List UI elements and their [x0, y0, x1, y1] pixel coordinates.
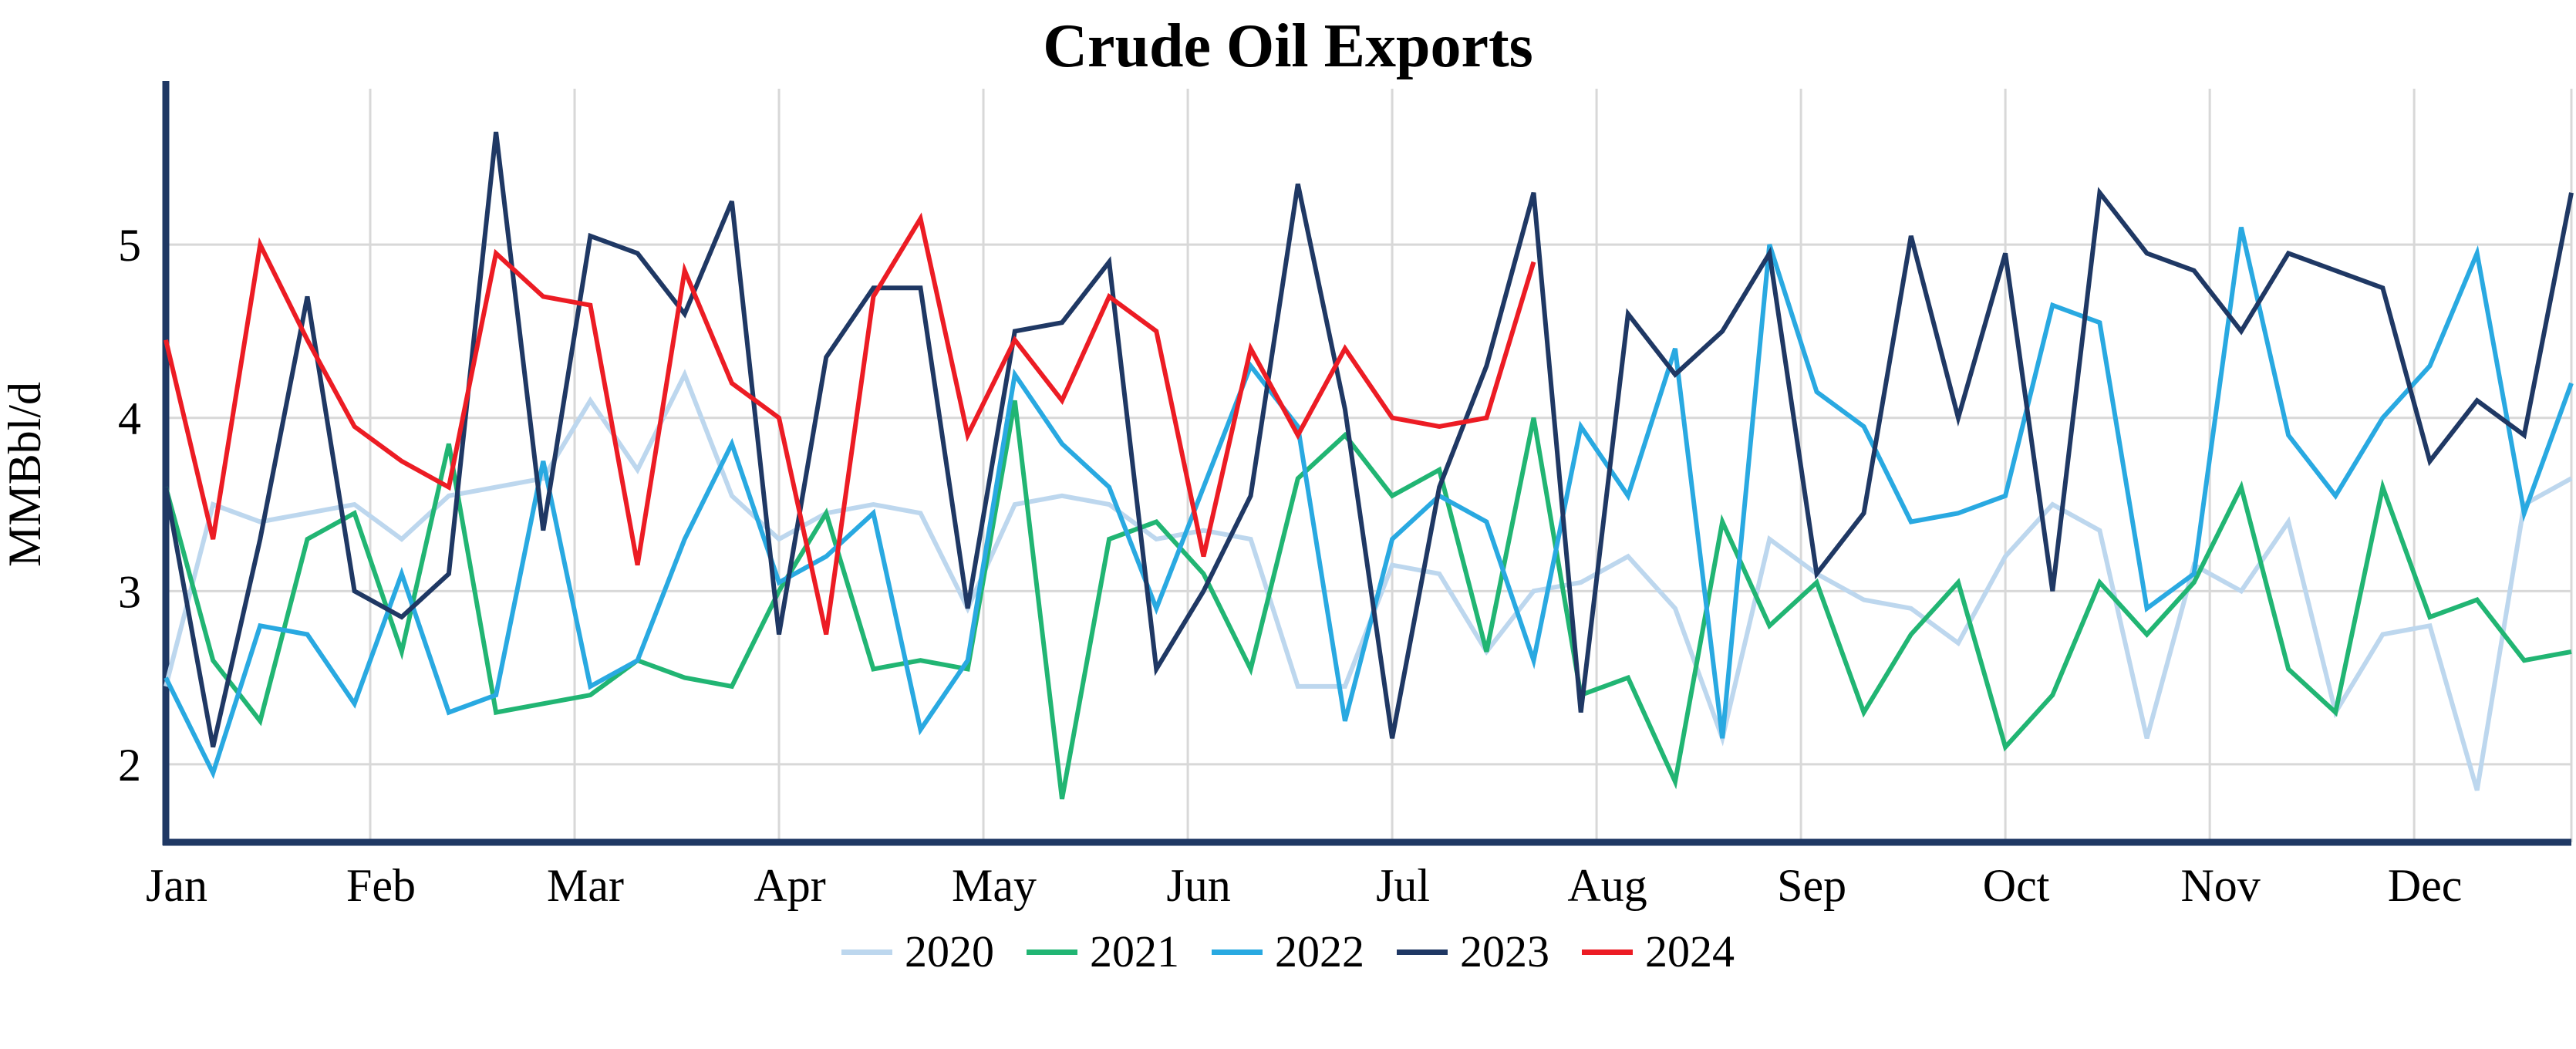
legend-swatch-2023: [1397, 949, 1448, 955]
series-line-2022: [164, 227, 2574, 780]
x-tick-label-Aug: Aug: [1567, 860, 1647, 911]
x-tick-label-Jan: Jan: [146, 860, 207, 911]
x-tick-label-Jun: Jun: [1166, 860, 1230, 911]
x-tick-label-Oct: Oct: [1983, 860, 2050, 911]
y-axis-label: MMBbl/d: [0, 382, 50, 567]
legend-label-2023: 2023: [1460, 926, 1549, 976]
series-line-2021: [164, 400, 2572, 800]
legend-label-2020: 2020: [905, 926, 994, 976]
series-line-2023: [164, 131, 2574, 748]
legend-swatch-2020: [841, 949, 892, 955]
chart-title: Crude Oil Exports: [1043, 12, 1533, 80]
series-line-2024: [164, 212, 1536, 636]
x-tick-label-Mar: Mar: [547, 860, 624, 911]
legend-item-2022: 2022: [1212, 929, 1364, 974]
y-tick-label-5: 5: [118, 220, 141, 271]
legend-item-2024: 2024: [1582, 929, 1735, 974]
x-tick-label-Apr: Apr: [754, 860, 825, 911]
legend-swatch-2022: [1212, 949, 1263, 955]
y-tick-label-4: 4: [118, 393, 141, 444]
legend: 2020 2021 2022 2023 2024: [0, 929, 2576, 974]
legend-label-2024: 2024: [1645, 926, 1735, 976]
x-tick-label-Dec: Dec: [2388, 860, 2463, 911]
x-tick-label-Sep: Sep: [1777, 860, 1846, 911]
legend-label-2021: 2021: [1090, 926, 1179, 976]
legend-item-2020: 2020: [841, 929, 994, 974]
legend-item-2023: 2023: [1397, 929, 1549, 974]
x-tick-label-May: May: [952, 860, 1037, 911]
legend-swatch-2021: [1027, 949, 1077, 955]
y-tick-label-2: 2: [118, 740, 141, 791]
x-tick-label-Feb: Feb: [346, 860, 416, 911]
axes: [162, 81, 2571, 846]
legend-label-2022: 2022: [1275, 926, 1364, 976]
x-tick-label-Nov: Nov: [2180, 860, 2260, 911]
series-lines: [164, 131, 2574, 800]
legend-swatch-2024: [1582, 949, 1633, 955]
y-tick-label-3: 3: [118, 566, 141, 617]
axis-tick-labels: 2 3 4 5 Jan Feb Mar Apr May Jun Jul Aug Sep Oct Nov Dec: [118, 220, 2462, 911]
x-tick-label-Jul: Jul: [1376, 860, 1430, 911]
legend-item-2021: 2021: [1027, 929, 1179, 974]
